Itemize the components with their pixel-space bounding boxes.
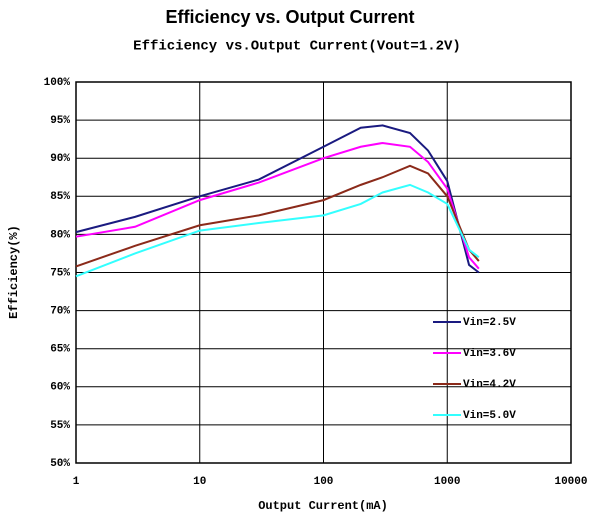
y-tick-label: 60%	[50, 382, 70, 394]
x-tick-label: 100	[314, 476, 334, 488]
y-tick-label: 65%	[50, 344, 70, 356]
x-axis-label: Output Current(mA)	[258, 499, 388, 513]
legend-label: Vin=3.6V	[463, 348, 516, 360]
x-tick-label: 1	[73, 476, 80, 488]
y-tick-label: 75%	[50, 267, 70, 279]
y-tick-label: 90%	[50, 153, 70, 165]
y-tick-label: 85%	[50, 191, 70, 203]
x-tick-label: 10000	[554, 476, 587, 488]
y-tick-label: 95%	[50, 115, 70, 127]
y-tick-label: 70%	[50, 306, 70, 318]
y-axis-label: Efficiency(%)	[7, 225, 21, 319]
series-line	[75, 124, 480, 274]
legend-label: Vin=2.5V	[463, 317, 516, 329]
chart-title: Efficiency vs. Output Current	[165, 7, 414, 27]
y-tick-label: 50%	[50, 458, 70, 470]
series-line	[75, 141, 480, 270]
chart-subtitle: Efficiency vs.Output Current(Vout=1.2V)	[133, 39, 461, 55]
y-tick-label: 80%	[50, 229, 70, 241]
series-line	[75, 183, 480, 278]
x-tick-label: 10	[193, 476, 206, 488]
legend-label: Vin=4.2V	[463, 379, 516, 391]
y-tick-label: 55%	[50, 420, 70, 432]
plot-frame	[75, 81, 572, 464]
y-tick-label: 100%	[44, 77, 71, 89]
legend-label: Vin=5.0V	[463, 410, 516, 422]
x-tick-label: 1000	[434, 476, 460, 488]
series-line	[75, 164, 480, 268]
